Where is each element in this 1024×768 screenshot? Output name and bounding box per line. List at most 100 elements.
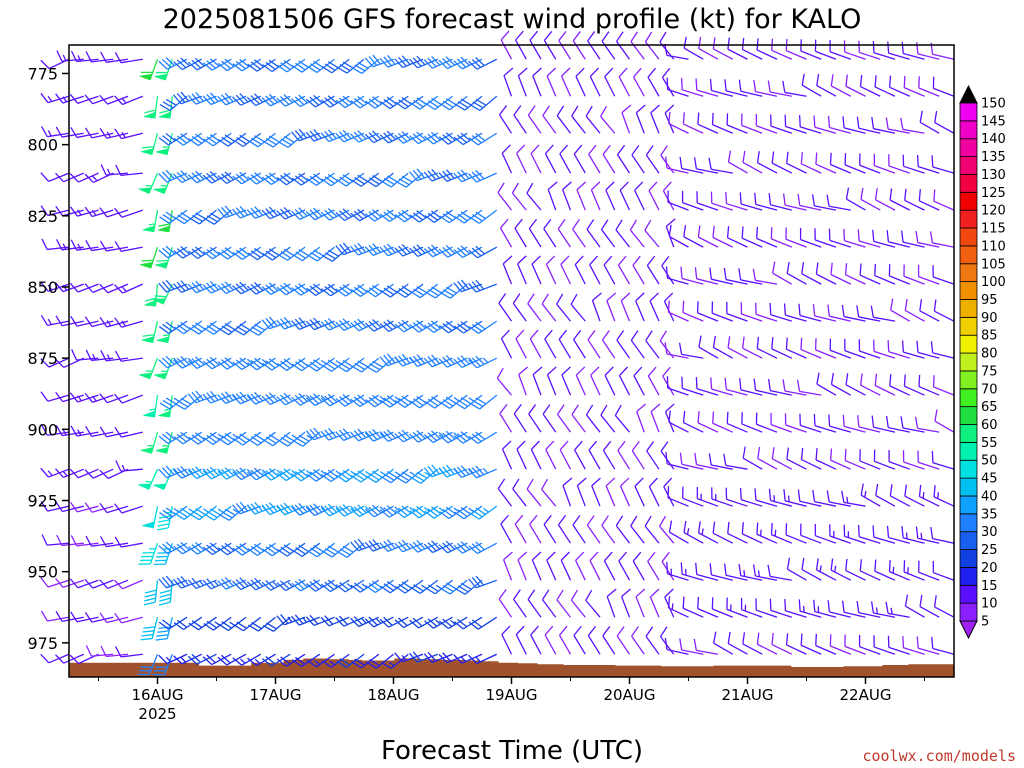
wind-barb — [633, 366, 645, 396]
wind-barb — [812, 489, 837, 507]
wind-barb — [350, 283, 380, 297]
wind-barb — [277, 132, 306, 148]
wind-barb — [100, 645, 129, 658]
wind-barb — [202, 653, 232, 666]
wind-barb — [173, 320, 203, 335]
colorbar-swatch — [959, 531, 978, 550]
wind-barb — [915, 526, 940, 544]
wind-barb — [152, 283, 173, 305]
wind-barb — [217, 246, 247, 260]
wind-barb — [771, 38, 793, 60]
wind-barb — [142, 210, 159, 233]
wind-barb — [856, 305, 881, 322]
wind-barb — [631, 626, 645, 655]
y-tick-label: 800 — [27, 136, 58, 155]
wind-barb — [546, 366, 557, 396]
wind-barb — [575, 366, 586, 396]
wind-barb — [903, 75, 925, 97]
wind-barb — [321, 58, 350, 74]
wind-barb — [516, 440, 527, 470]
wind-barb — [591, 477, 601, 507]
wind-barb — [114, 95, 143, 106]
wind-barb — [188, 616, 217, 631]
wind-barb — [291, 357, 321, 372]
wind-barb — [618, 366, 631, 396]
wind-barb — [801, 73, 822, 97]
colorbar-swatch — [959, 156, 978, 175]
wind-barb — [664, 43, 689, 60]
wind-barb — [801, 262, 822, 285]
wind-barb — [394, 394, 424, 409]
wind-barb — [680, 562, 704, 581]
colorbar-label: 40 — [981, 489, 998, 504]
wind-barb — [697, 596, 719, 618]
wind-barb — [785, 633, 807, 655]
wind-barb — [498, 105, 513, 134]
wind-barb — [114, 207, 143, 218]
colorbar-label: 150 — [981, 97, 1006, 112]
wind-barb — [857, 229, 881, 248]
wind-barb — [320, 579, 350, 593]
wind-barb — [99, 612, 129, 624]
wind-barb — [633, 67, 645, 97]
wind-barb — [741, 37, 763, 60]
wind-barb — [262, 542, 291, 557]
wind-barb — [587, 625, 601, 655]
wind-barb — [585, 404, 601, 433]
wind-barb — [829, 152, 852, 174]
y-tick-label: 875 — [27, 349, 58, 368]
wind-barb — [55, 577, 84, 588]
wind-barb — [830, 372, 852, 396]
wind-barb — [619, 181, 631, 211]
wind-barb — [468, 505, 498, 520]
wind-barb — [604, 67, 616, 97]
wind-barb — [306, 542, 335, 558]
wind-barb — [858, 634, 881, 655]
wind-barb — [503, 67, 514, 97]
wind-barb — [453, 279, 483, 293]
wind-barb — [589, 551, 601, 581]
wind-barb — [100, 164, 129, 176]
wind-barb — [100, 536, 129, 548]
wind-barb — [114, 579, 144, 590]
wind-barb — [615, 219, 631, 248]
wind-barb — [55, 282, 84, 293]
wind-barb — [786, 447, 807, 470]
wind-barb — [813, 599, 837, 618]
wind-barb — [276, 613, 306, 626]
wind-barb — [934, 110, 955, 134]
colorbar-label: 130 — [981, 168, 1006, 183]
wind-barb — [586, 515, 601, 544]
wind-barb — [712, 411, 734, 433]
wind-barb — [350, 468, 380, 483]
wind-barb — [159, 505, 188, 520]
wind-barb — [871, 116, 896, 134]
wind-barb — [55, 611, 84, 623]
colorbar-label: 20 — [981, 561, 998, 576]
wind-barb — [395, 579, 424, 594]
wind-barb — [514, 514, 527, 544]
wind-barb — [468, 431, 498, 445]
colorbar-swatch — [959, 459, 978, 479]
wind-barb — [602, 440, 616, 470]
wind-barb — [137, 653, 159, 676]
wind-barb — [755, 412, 778, 433]
wind-barb — [143, 580, 159, 606]
wind-barb — [590, 181, 601, 211]
wind-barb — [99, 426, 129, 438]
wind-barb — [70, 501, 99, 513]
wind-barb — [860, 483, 881, 507]
wind-barb — [872, 41, 896, 60]
wind-barb — [602, 144, 616, 174]
wind-barb — [158, 132, 188, 146]
wind-barb — [158, 575, 188, 589]
wind-barb — [394, 319, 424, 333]
wind-barb — [693, 157, 719, 174]
wind-barb — [889, 75, 911, 97]
wind-barb — [514, 218, 527, 248]
wind-barb — [468, 575, 497, 589]
wind-barb — [40, 391, 70, 402]
wind-barb — [885, 601, 910, 618]
wind-barb — [468, 653, 498, 665]
wind-barb — [261, 653, 291, 667]
